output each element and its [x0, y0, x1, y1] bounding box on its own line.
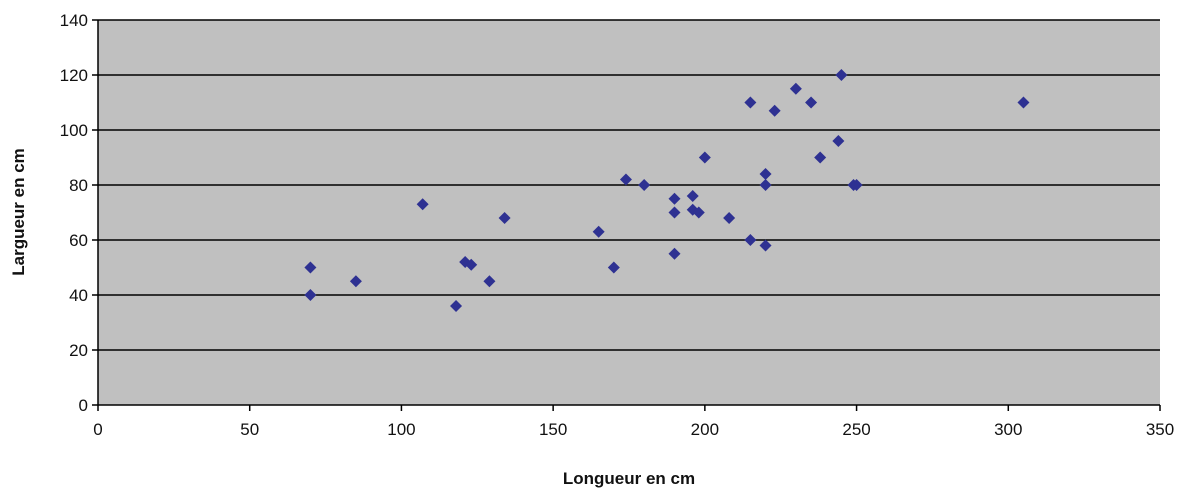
x-tick-label: 250 — [842, 420, 870, 439]
data-point — [686, 190, 699, 202]
data-point — [607, 261, 620, 274]
x-tick-label: 200 — [691, 420, 719, 439]
data-point — [698, 151, 711, 164]
data-point — [768, 104, 781, 117]
y-tick-label: 60 — [69, 231, 88, 250]
data-point — [1017, 96, 1030, 109]
x-tick-label: 150 — [539, 420, 567, 439]
y-tick-label: 80 — [69, 176, 88, 195]
data-point — [638, 179, 651, 191]
x-tick-label: 50 — [240, 420, 259, 439]
y-tick-label: 20 — [69, 341, 88, 360]
data-point — [304, 289, 317, 301]
x-tick-label: 0 — [93, 420, 102, 439]
data-point — [789, 82, 802, 95]
data-point — [805, 96, 818, 109]
data-point — [498, 212, 511, 224]
data-point — [850, 179, 863, 191]
data-point — [592, 225, 605, 238]
data-point — [304, 261, 317, 274]
y-tick-label: 100 — [60, 121, 88, 140]
tick-labels: 0 20 40 60 80 100 120 140 0 50 100 150 200 250 300 350 — [60, 11, 1175, 439]
y-tick-label: 120 — [60, 66, 88, 85]
data-point — [835, 69, 848, 81]
data-point — [744, 96, 757, 109]
data-point — [450, 300, 463, 312]
gridlines — [98, 19, 1160, 351]
data-point — [814, 151, 827, 164]
y-axis-title: Largueur en cm — [9, 148, 28, 276]
data-points — [304, 69, 1030, 312]
data-point — [349, 275, 362, 288]
data-point — [692, 206, 705, 219]
data-point — [483, 275, 496, 288]
y-tick-label: 0 — [79, 396, 88, 415]
data-point — [465, 258, 478, 271]
y-tick-label: 40 — [69, 286, 88, 305]
data-point — [619, 173, 632, 186]
x-tick-label: 300 — [994, 420, 1022, 439]
x-tick-label: 100 — [387, 420, 415, 439]
y-tick-label: 140 — [60, 11, 88, 30]
x-tick-label: 350 — [1146, 420, 1174, 439]
data-point — [416, 198, 429, 211]
data-point — [668, 192, 681, 205]
data-point — [832, 135, 845, 147]
x-axis-title: Longueur en cm — [563, 469, 695, 488]
data-point — [668, 206, 681, 219]
axes — [92, 19, 1161, 411]
data-point — [723, 212, 736, 224]
data-point — [744, 234, 757, 246]
data-point — [759, 179, 772, 191]
data-point — [759, 239, 772, 252]
data-point — [668, 247, 681, 260]
plot-area — [98, 20, 1160, 405]
data-point — [759, 168, 772, 180]
